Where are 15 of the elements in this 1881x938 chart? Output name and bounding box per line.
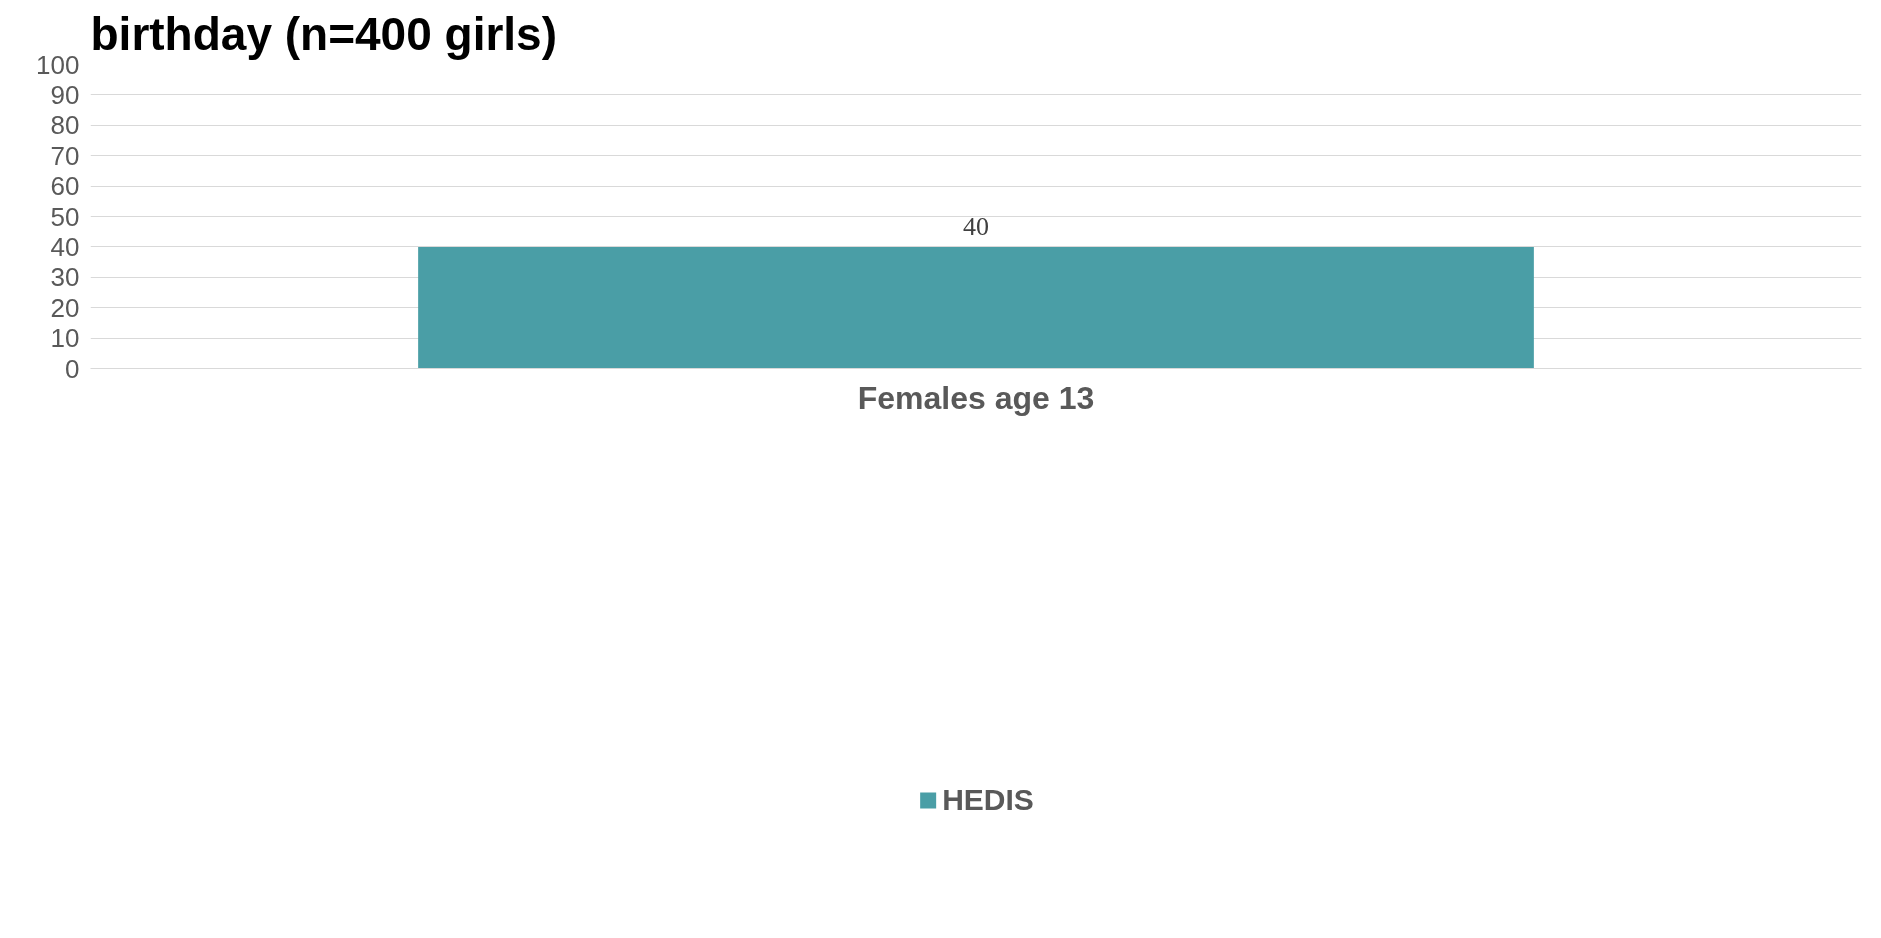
y-tick-label: 50 [50,201,80,232]
chart-title: birthday (n=400 girls) [90,7,558,60]
x-tick-label: Females age 13 [857,379,1095,416]
y-tick-label: 90 [50,79,80,110]
y-tick-label: 10 [50,323,80,354]
legend-label: HEDIS [942,782,1034,817]
data-label: 40 [963,211,989,241]
y-tick-label: 40 [50,231,80,262]
y-tick-label: 80 [50,110,80,141]
y-tick-label: 0 [65,353,80,384]
y-tick-label: 20 [50,292,80,323]
y-tick-label: 70 [50,140,80,171]
y-tick-label: 60 [50,171,80,202]
y-tick-label: 100 [36,49,80,80]
y-tick-label: 30 [50,262,80,293]
